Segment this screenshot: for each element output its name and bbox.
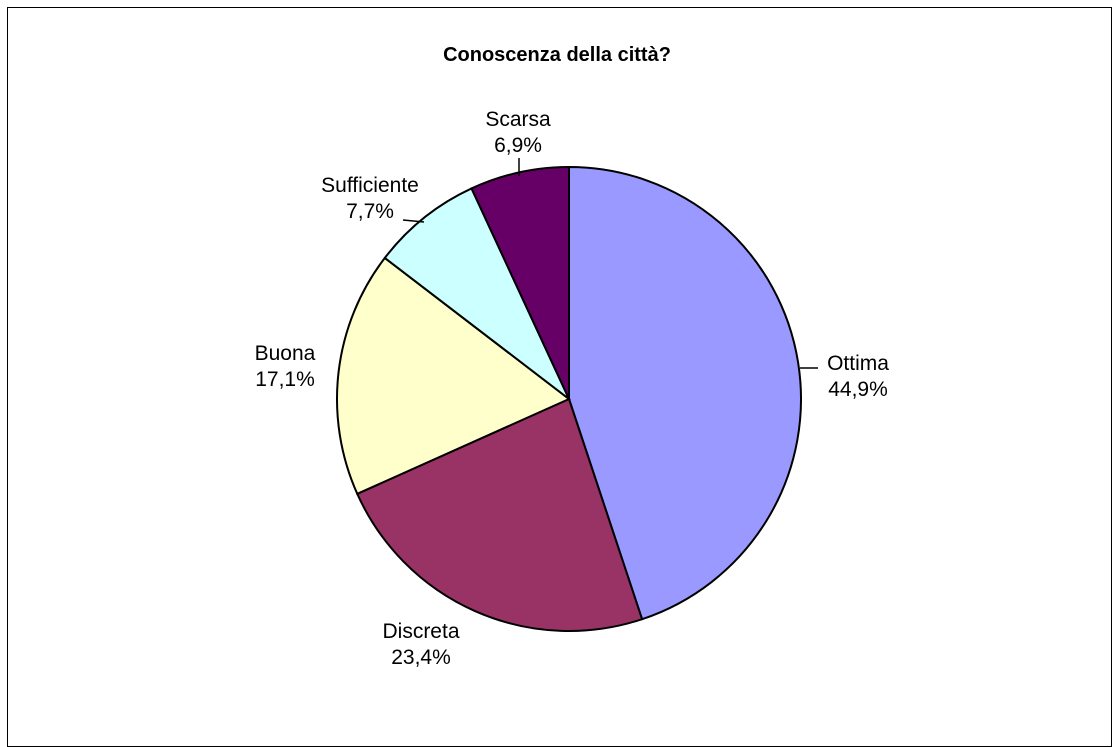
- slice-value-label: 44,9%: [828, 378, 888, 401]
- chart-title: Conoscenza della città?: [443, 44, 671, 66]
- leader-line-sufficiente: [402, 219, 425, 223]
- pie-slice-discreta: [355, 397, 644, 632]
- slice-value-label: 17,1%: [255, 368, 315, 391]
- pie-slice-buona: [336, 256, 571, 496]
- slice-category-label: Discreta: [382, 620, 459, 643]
- slice-value-label: 23,4%: [391, 646, 451, 669]
- slice-category-label: Ottima: [827, 352, 889, 375]
- slice-value-label: 6,9%: [494, 134, 542, 157]
- slice-value-label: 7,7%: [346, 200, 394, 223]
- slice-category-label: Buona: [255, 342, 316, 365]
- pie-slice-ottima: [568, 165, 802, 621]
- pie-slice-sufficiente: [383, 187, 570, 400]
- slice-category-label: Scarsa: [485, 108, 551, 131]
- slice-category-label: Sufficiente: [321, 174, 419, 197]
